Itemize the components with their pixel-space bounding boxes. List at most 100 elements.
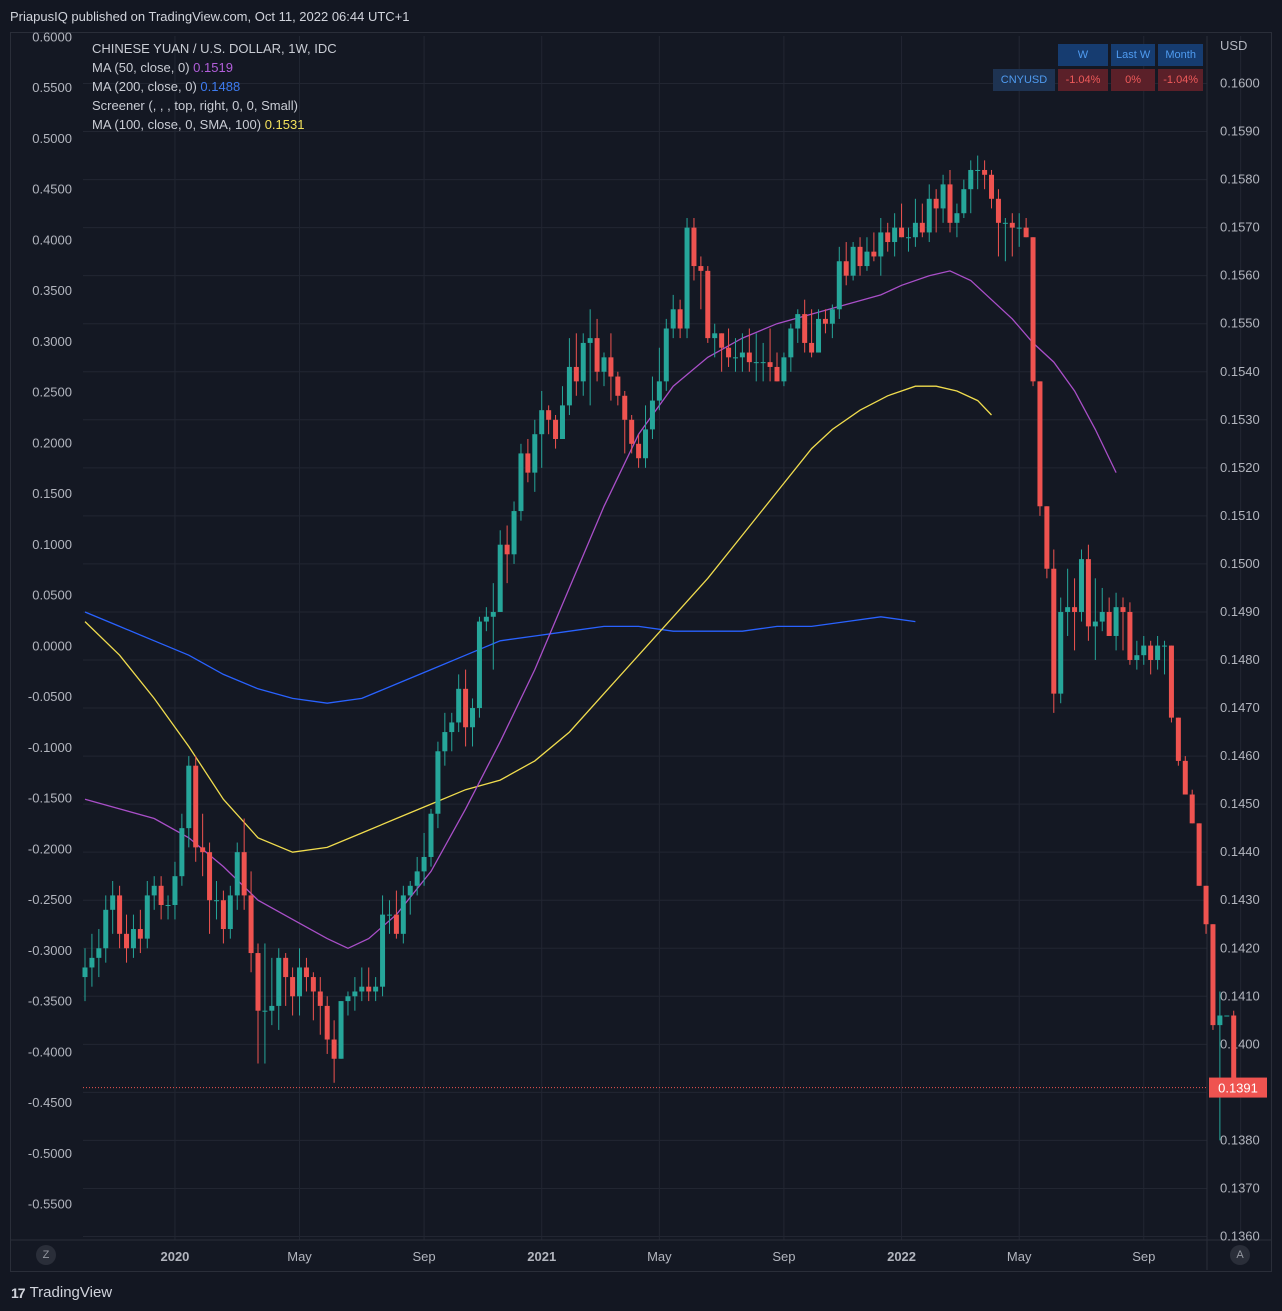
candle-body xyxy=(940,184,946,209)
auto-scale-button[interactable]: A xyxy=(1230,1245,1250,1265)
tradingview-logo[interactable]: 17 TradingView xyxy=(11,1284,112,1301)
candle-body xyxy=(456,688,462,723)
candle-body xyxy=(649,400,655,430)
candle-body xyxy=(1037,381,1043,507)
candle-body xyxy=(1155,645,1161,660)
candle-body xyxy=(172,876,178,906)
candle-body xyxy=(954,213,960,223)
right-axis-tick: 0.1570 xyxy=(1220,220,1260,235)
candle-body xyxy=(670,309,676,329)
candle-body xyxy=(788,328,794,358)
candle-body xyxy=(255,953,261,1011)
candle-body xyxy=(414,871,420,886)
candle-body xyxy=(483,616,489,622)
left-axis-tick: 0.5500 xyxy=(32,80,72,95)
right-axis-tick: 0.1450 xyxy=(1220,796,1260,811)
price-chart[interactable]: 0.6000 0.5500 0.5000 0.4500 0.4000 0.3500 0.30… xyxy=(0,0,1282,1276)
candle-body xyxy=(559,405,565,440)
candle-body xyxy=(1203,885,1209,925)
candle-body xyxy=(207,852,213,901)
candle-body xyxy=(380,914,386,987)
candle-body xyxy=(213,900,219,902)
candle-body xyxy=(726,347,732,358)
candle-body xyxy=(470,708,476,728)
right-axis-tick: 0.1540 xyxy=(1220,364,1260,379)
candle-body xyxy=(677,309,683,329)
candle-body xyxy=(1085,559,1091,627)
candle-body xyxy=(124,933,130,949)
candle-body xyxy=(227,895,233,930)
candle-body xyxy=(691,227,697,267)
candle-body xyxy=(1196,823,1202,886)
candle-body xyxy=(317,991,323,1006)
x-axis-label: Sep xyxy=(413,1249,436,1264)
left-axis-tick: -0.5500 xyxy=(28,1197,72,1212)
candle-body xyxy=(110,895,116,910)
candle-body xyxy=(179,828,185,877)
candle-body xyxy=(774,366,780,382)
candle-body xyxy=(767,362,773,367)
right-axis-tick: 0.1530 xyxy=(1220,412,1260,427)
candle-body xyxy=(234,852,240,896)
candle-body xyxy=(504,544,510,555)
candle-body xyxy=(1148,645,1154,660)
candle-body xyxy=(158,885,164,906)
candle-body xyxy=(822,318,828,324)
ma100-label: MA (100, close, 0, SMA, 100) xyxy=(92,117,262,132)
x-axis-label: Sep xyxy=(1132,1249,1155,1264)
candle-body xyxy=(850,246,856,276)
legend-ma100: MA (100, close, 0, SMA, 100) 0.1531 xyxy=(92,115,337,134)
candle-body xyxy=(905,237,911,239)
candle-body xyxy=(103,909,109,949)
publisher-line: PriapusIQ published on TradingView.com, … xyxy=(10,9,410,24)
candle-body xyxy=(262,1010,268,1012)
candle-body xyxy=(684,227,690,329)
candle-body xyxy=(712,333,718,339)
candle-body xyxy=(622,395,628,420)
right-axis-tick: 0.1510 xyxy=(1220,508,1260,523)
candle-body xyxy=(490,611,496,617)
candle-body xyxy=(373,986,379,992)
right-axis-tick: 0.1520 xyxy=(1220,460,1260,475)
x-axis-label: May xyxy=(647,1249,672,1264)
screener-value-w: -1.04% xyxy=(1058,69,1108,91)
right-axis-tick: 0.1460 xyxy=(1220,748,1260,763)
candle-body xyxy=(532,434,538,473)
ma100-value: 0.1531 xyxy=(264,117,305,132)
candle-body xyxy=(1168,645,1174,718)
ma50-value: 0.1519 xyxy=(193,60,233,75)
candle-body xyxy=(518,453,524,512)
publish-header: PriapusIQ published on TradingView.com, … xyxy=(0,0,1282,32)
right-axis-tick: 0.1420 xyxy=(1220,940,1260,955)
right-axis-tick: 0.1600 xyxy=(1220,76,1260,91)
chart-legend: CHINESE YUAN / U.S. DOLLAR, 1W, IDC MA (… xyxy=(92,39,337,134)
candle-body xyxy=(1182,760,1188,795)
last-price-badge xyxy=(1209,1077,1267,1098)
candle-body xyxy=(919,222,925,233)
candle-body xyxy=(1210,924,1216,1026)
candle-body xyxy=(760,362,766,364)
candle-body xyxy=(476,621,482,709)
candle-body xyxy=(137,929,143,939)
candle-body xyxy=(892,227,898,243)
timezone-button[interactable]: Z xyxy=(36,1245,56,1265)
x-axis-label: May xyxy=(1007,1249,1032,1264)
ma50-label: MA (50, close, 0) xyxy=(92,60,190,75)
candle-body xyxy=(428,813,434,857)
left-axis-tick: 0.2500 xyxy=(32,385,72,400)
candle-body xyxy=(331,1039,337,1059)
candle-body xyxy=(297,967,303,997)
legend-ma50: MA (50, close, 0) 0.1519 xyxy=(92,58,337,77)
candle-body xyxy=(885,232,891,243)
x-axis-label: 2022 xyxy=(887,1249,916,1264)
candle-body xyxy=(802,314,808,343)
candle-body xyxy=(525,453,531,473)
candle-body xyxy=(186,765,192,829)
right-axis-tick: 0.1470 xyxy=(1220,700,1260,715)
left-axis-tick: 0.3000 xyxy=(32,334,72,349)
candle-body xyxy=(407,885,413,896)
candle-body xyxy=(975,169,981,171)
candle-body xyxy=(1106,611,1112,636)
right-axis-tick: 0.1550 xyxy=(1220,316,1260,331)
candle-body xyxy=(995,198,1001,223)
